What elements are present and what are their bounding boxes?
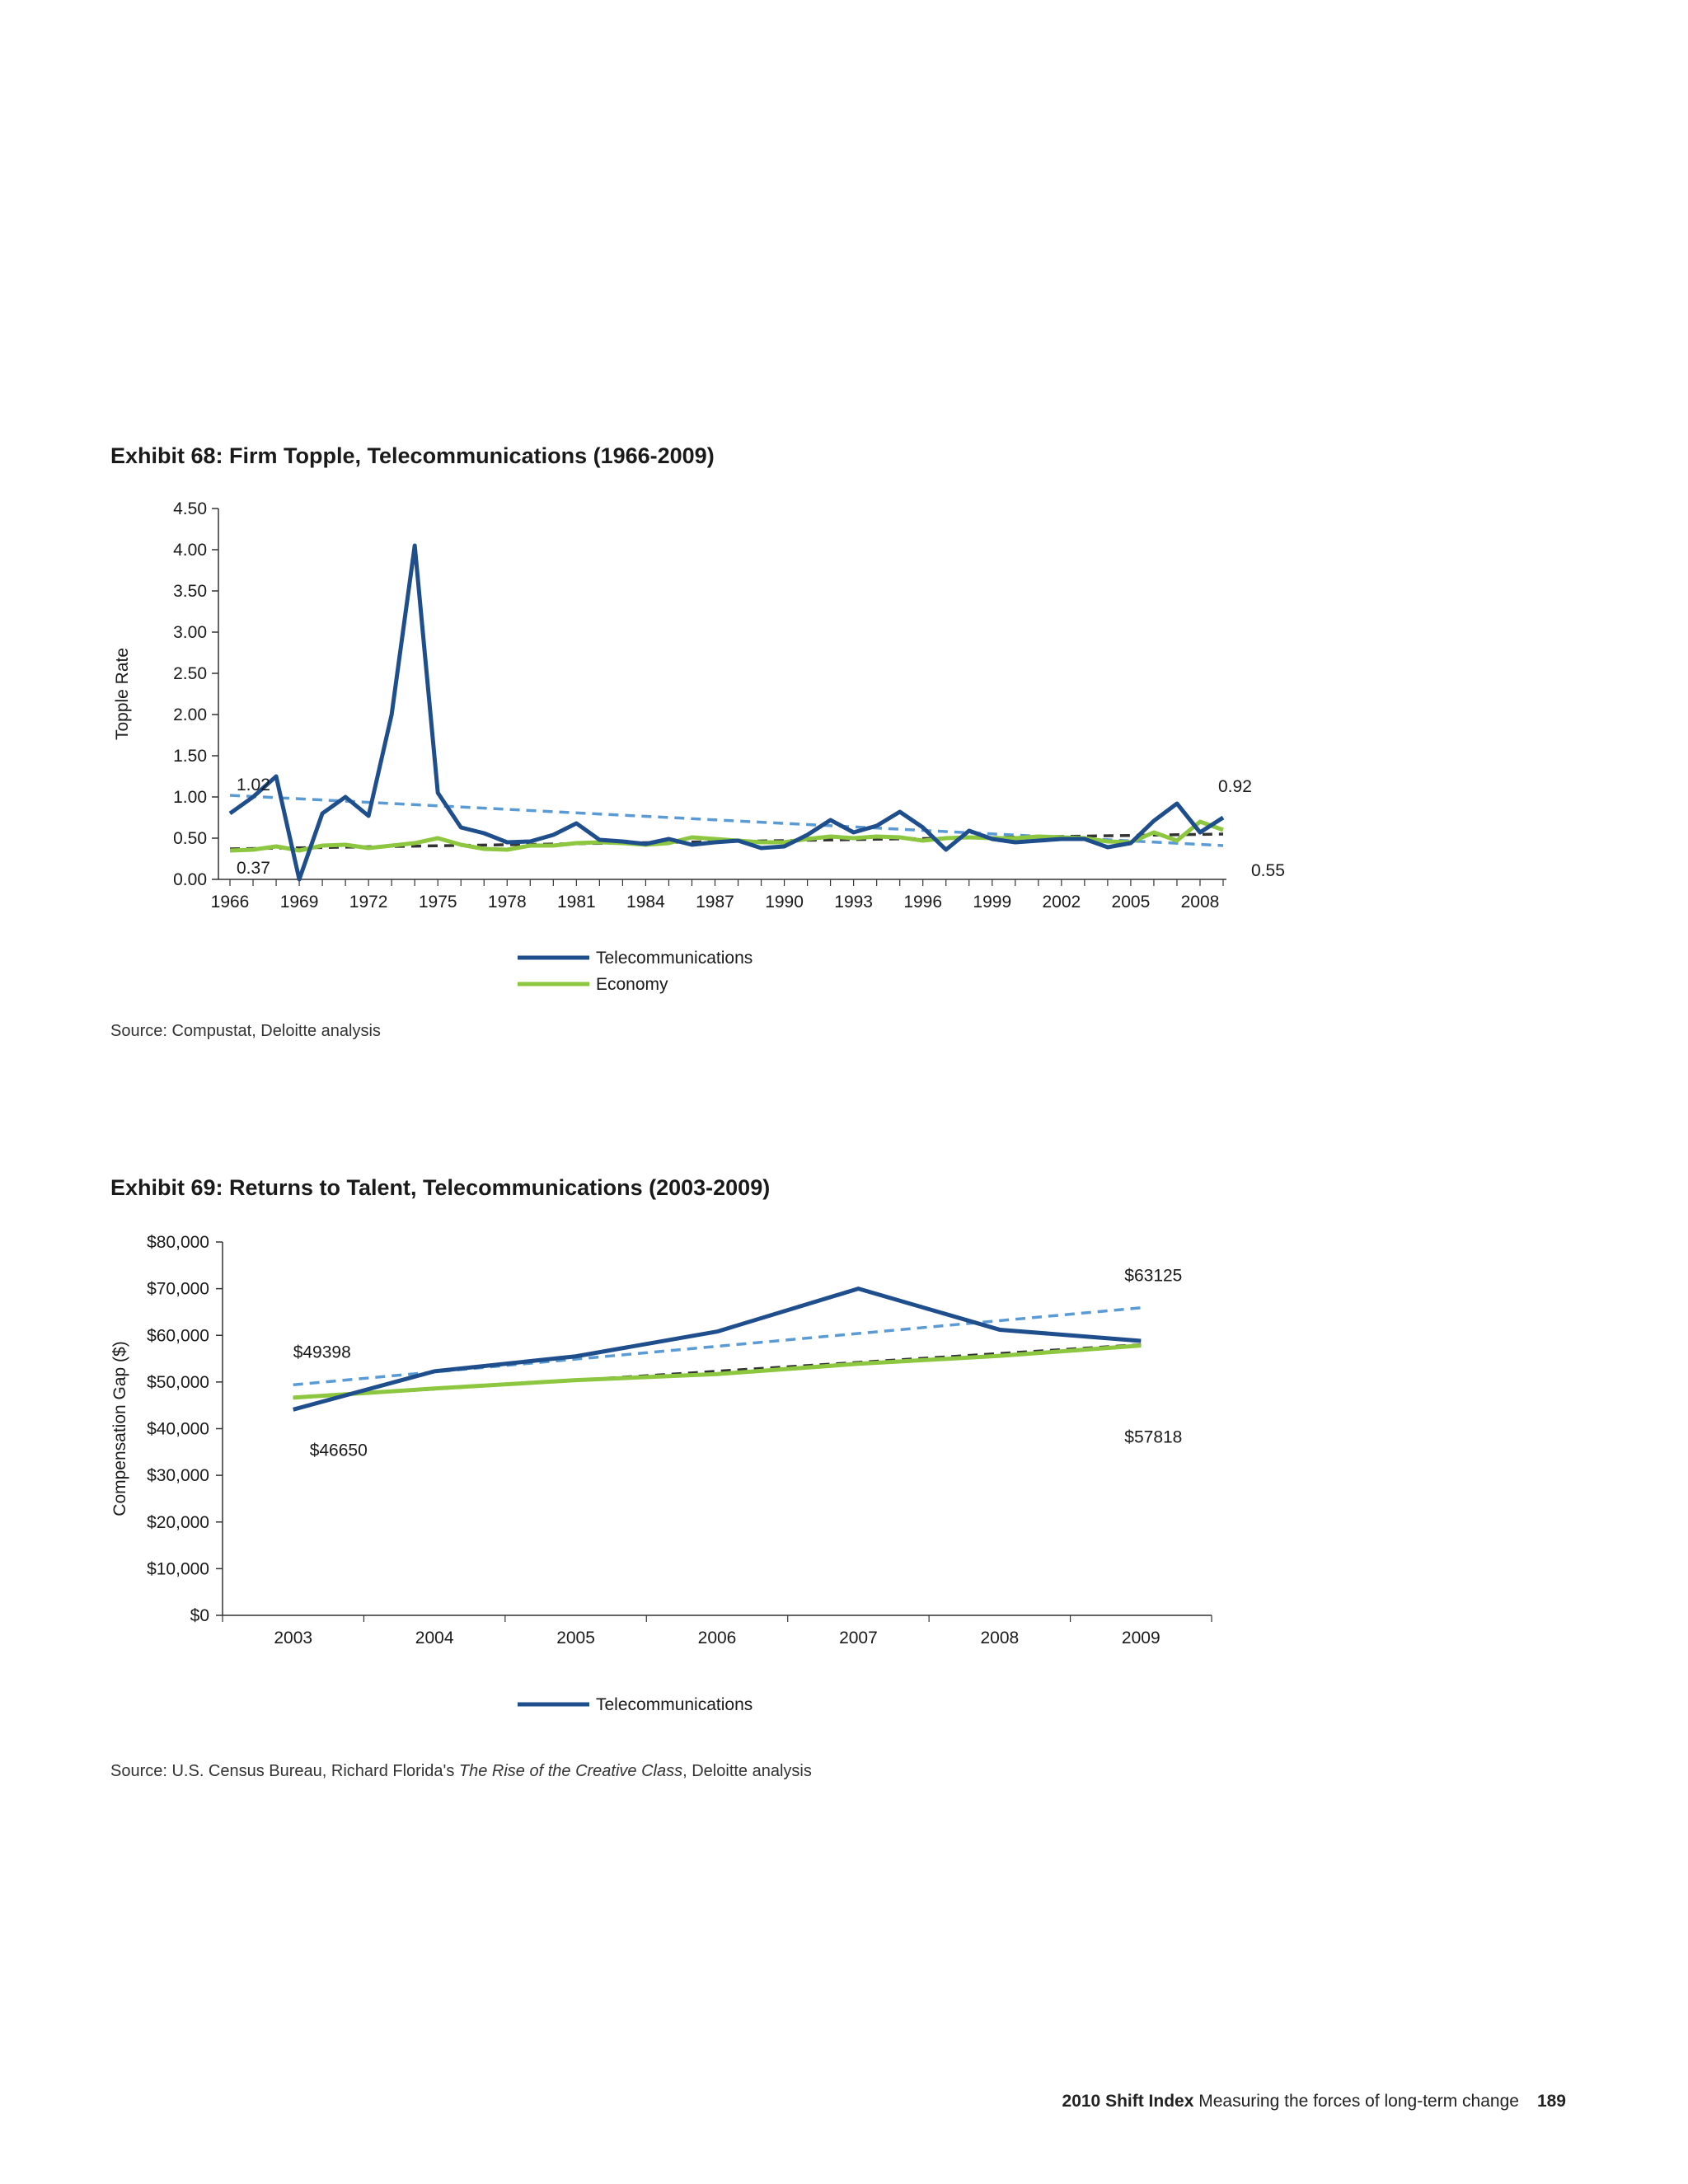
x-tick-label: 1969: [280, 893, 319, 912]
firm-topple-chart: 0.00 0.50 1.00 1.50 2.00 2.50 3.00 3.50 4.00 4.50…: [113, 499, 1285, 994]
y-tick-label: $10,000: [147, 1559, 209, 1578]
annotation-telecom-trend-start: $49398: [293, 1343, 351, 1361]
y-tick-label: 4.50: [173, 499, 207, 518]
series-economy: [229, 819, 1224, 853]
y-axis-title: Compensation Gap ($): [110, 1341, 129, 1516]
legend-label-telecommunications: Telecommunications: [596, 949, 753, 968]
y-tick-label: 3.50: [173, 582, 207, 601]
y-tick-label: 3.00: [173, 623, 207, 642]
y-tick-label: 4.00: [173, 541, 207, 560]
annotation-economy-trend-start: 0.37: [237, 859, 270, 878]
annotation-telecom-end: 0.92: [1218, 777, 1252, 796]
x-tick-label: 2008: [1181, 893, 1220, 912]
x-tick-label: 1987: [696, 893, 734, 912]
x-tick-label: 2009: [1122, 1629, 1160, 1647]
x-tick-label: 1990: [765, 893, 804, 912]
x-tick-label: 2003: [274, 1629, 312, 1647]
page-footer: 2010 Shift Index Measuring the forces of…: [1062, 2092, 1566, 2111]
x-tick-label: 2007: [839, 1629, 878, 1647]
annotation-telecom-trend-start: 1.02: [237, 776, 270, 794]
x-tick-label: 1966: [211, 893, 250, 912]
annotation-secondary-end: $57818: [1124, 1427, 1182, 1446]
x-tick-label: 2002: [1042, 893, 1081, 912]
y-tick-label: $80,000: [147, 1233, 209, 1252]
exhibit-69-title: Exhibit 69: Returns to Talent, Telecommu…: [110, 1175, 771, 1200]
y-tick-label: $30,000: [147, 1466, 209, 1485]
y-tick-label: $60,000: [147, 1326, 209, 1345]
x-tick-label: 1993: [834, 893, 873, 912]
source-prefix: Source: U.S. Census Bureau, Richard Flor…: [110, 1762, 459, 1780]
legend-label-economy: Economy: [596, 975, 668, 994]
y-tick-label: 2.50: [173, 664, 207, 683]
x-tick-label: 2004: [415, 1629, 454, 1647]
source-suffix: , Deloitte analysis: [682, 1762, 812, 1780]
x-tick-label: 1984: [626, 893, 665, 912]
x-tick-label: 1975: [419, 893, 457, 912]
y-tick-label: $0: [190, 1606, 209, 1625]
annotation-telecom-trend-end: $63125: [1124, 1267, 1182, 1286]
exhibit-68-title: Exhibit 68: Firm Topple, Telecommunicati…: [110, 443, 715, 468]
legend-label-telecommunications: Telecommunications: [596, 1695, 753, 1714]
y-tick-label: $40,000: [147, 1420, 209, 1439]
series-telecommunications: [293, 1286, 1142, 1412]
y-tick-label: 1.50: [173, 747, 207, 766]
footer-publication: 2010 Shift Index: [1062, 2092, 1194, 2111]
x-tick-label: 2008: [980, 1629, 1019, 1647]
y-tick-label: $70,000: [147, 1280, 209, 1299]
y-tick-label: $20,000: [147, 1513, 209, 1532]
trendline-telecommunications: [293, 1306, 1142, 1387]
annotation-secondary-start: $46650: [310, 1441, 368, 1460]
x-tick-label: 2006: [698, 1629, 737, 1647]
page-number: 189: [1536, 2092, 1566, 2111]
x-tick-label: 1978: [488, 893, 527, 912]
y-tick-label: 1.00: [173, 788, 207, 807]
returns-to-talent-chart: $0 $10,000 $20,000 $30,000 $40,000 $50,000 $60…: [110, 1233, 1212, 1714]
y-tick-label: 2.00: [173, 705, 207, 724]
y-tick-label: 0.50: [173, 829, 207, 848]
y-tick-label: 0.00: [173, 870, 207, 889]
x-tick-label: 2005: [556, 1629, 595, 1647]
x-tick-label: 1999: [973, 893, 1011, 912]
exhibit-69-source: Source: U.S. Census Bureau, Richard Flor…: [110, 1762, 812, 1781]
footer-tagline: Measuring the forces of long-term change: [1193, 2092, 1519, 2111]
x-tick-label: 1981: [557, 893, 596, 912]
series-secondary: [293, 1343, 1142, 1400]
x-tick-label: 1996: [903, 893, 942, 912]
y-tick-label: $50,000: [147, 1373, 209, 1392]
y-axis-title: Topple Rate: [113, 648, 132, 740]
x-tick-label: 2005: [1112, 893, 1151, 912]
source-book-title: The Rise of the Creative Class: [458, 1762, 683, 1780]
x-tick-label: 1972: [349, 893, 388, 912]
exhibit-68-source: Source: Compustat, Deloitte analysis: [110, 1022, 381, 1040]
series-telecommunications: [228, 543, 1225, 882]
annotation-economy-end: 0.55: [1251, 861, 1285, 880]
